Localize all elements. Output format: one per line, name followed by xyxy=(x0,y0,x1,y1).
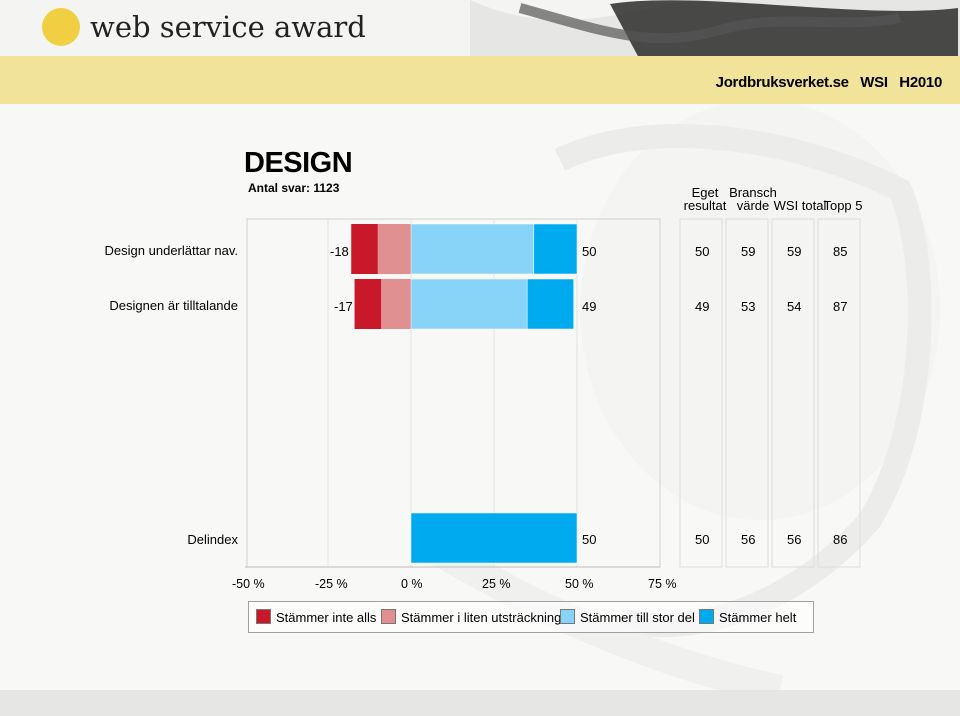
row-label-design-navigation: Design underlättar nav. xyxy=(104,243,238,258)
logo-text: web service award xyxy=(90,10,366,44)
legend-label-3: Stämmer helt xyxy=(719,610,797,625)
legend-swatch-0 xyxy=(256,609,271,624)
logo-dot-icon xyxy=(42,8,80,46)
bar-1-s0 xyxy=(354,279,382,329)
legend-label-1: Stämmer i liten utsträckning xyxy=(401,610,562,625)
table-cell: 86 xyxy=(833,532,848,547)
column-header-top5: Topp 5 xyxy=(823,198,863,213)
bar-0-s2 xyxy=(410,223,535,275)
bar-0-s3 xyxy=(533,223,578,275)
table-column-frame xyxy=(679,218,723,568)
x-tick-label: 25 % xyxy=(482,577,511,591)
bar-1-s3 xyxy=(526,278,574,330)
table-cell: 50 xyxy=(695,244,710,259)
header-bar xyxy=(0,56,960,104)
x-tick-label: -50 % xyxy=(232,577,265,591)
logo: web service award xyxy=(42,6,366,48)
bar-2-s3 xyxy=(410,512,578,564)
positive-total-2: 50 xyxy=(582,532,597,547)
legend-label-0: Stämmer inte alls xyxy=(276,610,377,625)
table-column-frame xyxy=(771,218,815,568)
row-label-design-appealing: Designen är tilltalande xyxy=(109,298,238,313)
table-cell: 87 xyxy=(833,299,848,314)
table-cell: 59 xyxy=(741,244,756,259)
header-title: Jordbruksverket.se WSI H2010 xyxy=(715,74,943,91)
x-tick-label: 50 % xyxy=(565,577,594,591)
table-cell: 59 xyxy=(787,244,802,259)
column-header-wsi-total: WSI total xyxy=(773,198,827,213)
table-cell: 85 xyxy=(833,244,848,259)
legend-swatch-2 xyxy=(560,609,575,624)
table-cell: 56 xyxy=(787,532,802,547)
x-tick-label: 75 % xyxy=(648,577,677,591)
table-column-frame xyxy=(817,218,861,568)
table-cell: 56 xyxy=(741,532,756,547)
content-panel xyxy=(0,104,960,716)
row-label-subindex: Delindex xyxy=(187,532,238,547)
column-header-own-result: Eget resultat xyxy=(683,185,727,213)
table-cell: 53 xyxy=(741,299,756,314)
table-cell: 50 xyxy=(695,532,710,547)
legend-label-2: Stämmer till stor del xyxy=(580,610,695,625)
bar-1-s2 xyxy=(410,278,528,330)
negative-total-0: -18 xyxy=(330,244,349,259)
bar-1-s1 xyxy=(381,279,411,329)
negative-total-1: -17 xyxy=(334,299,353,314)
bar-0-s1 xyxy=(377,224,411,274)
table-cell: 49 xyxy=(695,299,710,314)
column-header-industry-value: Bransch värde xyxy=(729,185,777,213)
x-tick-label: -25 % xyxy=(315,577,348,591)
legend-swatch-3 xyxy=(699,609,714,624)
legend: Stämmer inte alls Stämmer i liten utsträ… xyxy=(248,601,814,633)
chart-title: DESIGN xyxy=(244,147,353,179)
chart-subtitle: Antal svar: 1123 xyxy=(248,181,340,195)
legend-swatch-1 xyxy=(381,609,396,624)
bar-0-s0 xyxy=(351,224,378,274)
table-column-frame xyxy=(725,218,769,568)
positive-total-1: 49 xyxy=(582,299,597,314)
positive-total-0: 50 xyxy=(582,244,597,259)
table-cell: 54 xyxy=(787,299,802,314)
x-tick-label: 0 % xyxy=(401,577,423,591)
